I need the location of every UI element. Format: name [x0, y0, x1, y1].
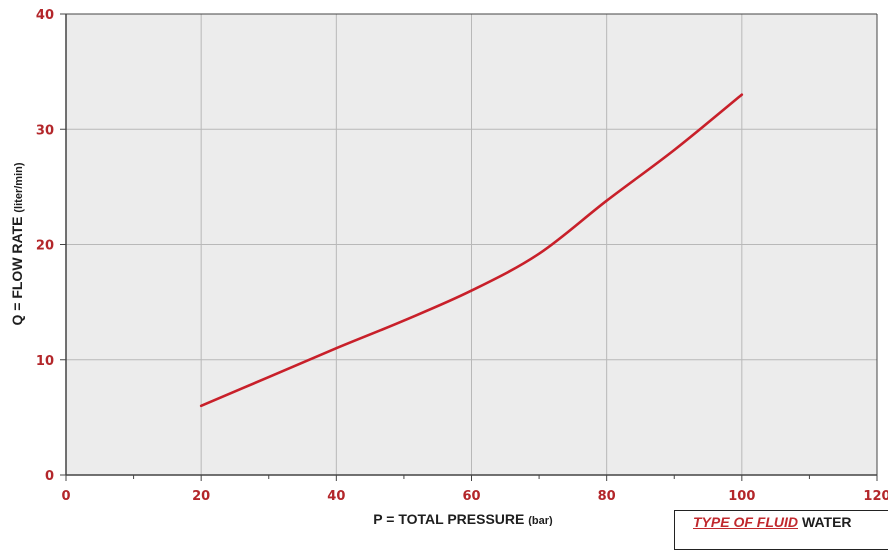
x-axis-title-unit: (bar) — [528, 515, 553, 526]
y-tick-label: 40 — [36, 8, 54, 23]
fluid-type-box: TYPE OF FLUID WATER — [674, 510, 888, 550]
flow-rate-chart: 0 20 40 60 80 100 120 0 10 20 30 40 P = TOTAL PRESS… — [9, 8, 888, 526]
y-axis-title-main: Q = FLOW RATE — [9, 217, 25, 326]
x-axis-title: P = TOTAL PRESSURE (bar) — [373, 511, 553, 526]
axes — [60, 13, 878, 481]
x-tick-label: 100 — [728, 489, 755, 504]
y-axis-title-unit: (liter/min) — [13, 162, 25, 212]
y-tick-label: 10 — [36, 354, 54, 369]
x-axis-title-main: P = TOTAL PRESSURE — [373, 511, 524, 526]
y-axis-title: Q = FLOW RATE (liter/min) — [9, 162, 25, 325]
y-tick-label: 20 — [36, 239, 54, 254]
tick-labels: 0 20 40 60 80 100 120 0 10 20 30 40 — [36, 8, 888, 504]
x-tick-label: 80 — [598, 489, 616, 504]
y-tick-label: 30 — [36, 123, 54, 138]
x-tick-label: 40 — [327, 489, 345, 504]
x-tick-label: 120 — [863, 489, 888, 504]
series-line — [199, 93, 744, 408]
x-tick-label: 20 — [192, 489, 210, 504]
fluid-type-key: TYPE OF FLUID — [693, 514, 798, 530]
fluid-type-value: WATER — [802, 514, 852, 530]
x-tick-label: 60 — [462, 489, 480, 504]
y-tick-label: 0 — [45, 469, 54, 484]
x-tick-label: 0 — [61, 489, 70, 504]
grid-lines — [66, 14, 877, 475]
